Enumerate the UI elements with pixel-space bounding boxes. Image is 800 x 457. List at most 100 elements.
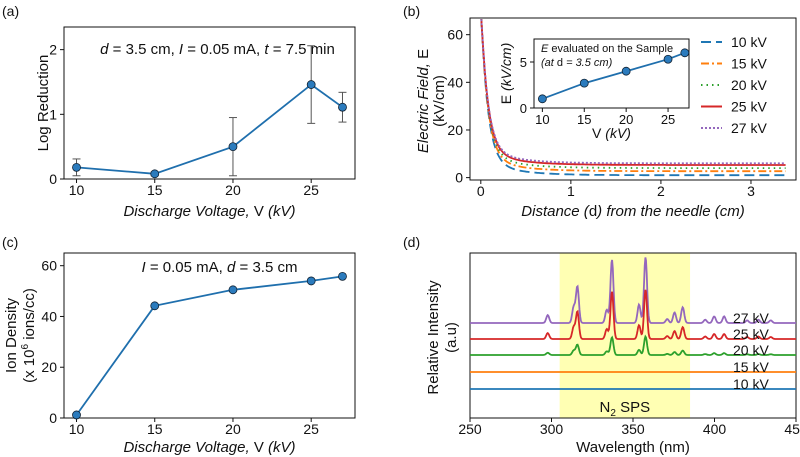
panel-a-xlabel: Discharge Voltage, V (kV) xyxy=(123,203,295,220)
annotation-part: d xyxy=(100,41,109,58)
panel-a-label: (a) xyxy=(2,3,19,19)
panel-b-inset-x-tick-label: 20 xyxy=(619,112,633,127)
panel-d-xlabel: Wavelength (nm) xyxy=(576,439,690,456)
panel-c-label: (c) xyxy=(2,234,18,250)
panel-c-y-tick-label: 40 xyxy=(41,308,57,324)
panel-b-inset-y-tick-label: 5 xyxy=(520,55,527,70)
label-part: Electric Field, xyxy=(415,59,432,153)
panel-a-x-tick-label: 20 xyxy=(225,182,241,198)
panel-b-legend-label: 10 kV xyxy=(731,34,767,50)
panel-a-y-tick-label: 2 xyxy=(49,42,57,58)
label-part: Discharge Voltage, xyxy=(123,203,253,220)
panel-d-label: (d) xyxy=(403,234,420,250)
panel-a-y-tick-label: 0 xyxy=(49,171,57,187)
panel-c-x-tick-label: 25 xyxy=(303,421,319,437)
panel-c-x-tick-label: 15 xyxy=(147,421,163,437)
panel-d-spectrum xyxy=(470,334,796,356)
label-part: d xyxy=(557,57,563,69)
label-part: V xyxy=(254,439,264,456)
panel-b-xlabel: Distance (d) from the needle (cm) xyxy=(521,203,744,220)
label-part: (kV) xyxy=(264,439,296,456)
panel-c-y-tick-label: 0 xyxy=(49,410,57,426)
panel-a-x-tick-label: 25 xyxy=(303,182,319,198)
label-part: E xyxy=(541,43,549,55)
label-part: V xyxy=(592,125,602,141)
panel-d-x-tick-label: 300 xyxy=(540,421,564,437)
panel-b-inset-title-2: (at d = 3.5 cm) xyxy=(541,57,613,69)
panel-a-point xyxy=(306,80,316,89)
panel-a-y-tick-label: 1 xyxy=(49,106,57,122)
panel-a-annotation: d = 3.5 cm, I = 0.05 mA, t = 7.5 min xyxy=(100,41,335,58)
panel-c-ylabel-unit: (x 106 ions/cc) xyxy=(20,288,38,383)
panel-b-curve xyxy=(480,19,786,177)
panel-a-point xyxy=(72,162,81,172)
panel-b-ylabel-unit: (kV/cm) xyxy=(431,75,448,127)
annotation-part: t xyxy=(264,41,269,58)
panel-c-point xyxy=(338,271,347,281)
panel-c-point xyxy=(72,410,81,420)
panel-d-series-label: 15 kV xyxy=(733,359,769,375)
panel-b-legend-label: 20 kV xyxy=(731,77,767,93)
label-part: (x 10 xyxy=(21,350,38,383)
panel-b-inset-xlabel: V (kV) xyxy=(592,125,631,141)
label-part: E xyxy=(415,49,432,59)
panel-d-series-label: 27 kV xyxy=(733,310,769,326)
panel-b-y-tick-label: 40 xyxy=(447,74,463,90)
label-part: Discharge Voltage, xyxy=(123,439,253,456)
panel-a-point xyxy=(338,102,347,112)
panel-b-inset-title-1: E evaluated on the Sample xyxy=(541,43,673,55)
panel-b-inset-point xyxy=(621,66,631,76)
label-part: (kV) xyxy=(264,203,296,220)
panel-a-x-tick-label: 10 xyxy=(69,182,85,198)
panel-b-curve xyxy=(480,19,786,165)
panel-b-inset-y-tick-label: 0 xyxy=(520,101,527,116)
panel-d-series-label: 20 kV xyxy=(733,342,769,358)
panel-c-xlabel: Discharge Voltage, V (kV) xyxy=(123,439,295,456)
annotation-part: = 0.05 mA, xyxy=(146,259,227,276)
annotation-part: = 3.5 cm, xyxy=(108,41,178,58)
panel-b-inset-point xyxy=(537,94,547,104)
panel-b-inset-x-tick-label: 15 xyxy=(577,112,591,127)
panel-b-inset-ylabel: E (kV/cm) xyxy=(498,43,514,104)
label-part: (at xyxy=(541,57,557,69)
panel-c-annotation: I = 0.05 mA, d = 3.5 cm xyxy=(142,259,298,276)
panel-b-x-tick-label: 0 xyxy=(477,183,485,199)
panel-c-x-tick-label: 10 xyxy=(69,421,85,437)
panel-b-inset-point xyxy=(579,78,589,88)
panel-a-point xyxy=(150,169,160,179)
panel-c-point xyxy=(150,301,160,311)
label-part: (kV) xyxy=(601,125,631,141)
panel-b-inset-x-tick-label: 10 xyxy=(535,112,549,127)
panel-b-y-tick-label: 0 xyxy=(455,170,463,186)
label-part: d xyxy=(589,203,597,220)
panel-d-series-label: 25 kV xyxy=(733,326,769,342)
label-part: ions/cc) xyxy=(21,288,38,344)
label-part: = 3.5 cm) xyxy=(563,57,613,69)
panel-b-legend-label: 15 kV xyxy=(731,56,767,72)
panel-d-band-label: N2 SPS xyxy=(600,399,651,419)
annotation-part: = 3.5 cm xyxy=(235,259,297,276)
panel-c-y-tick-label: 20 xyxy=(41,359,57,375)
annotation-part: I xyxy=(142,259,146,276)
label-part: 2 xyxy=(610,408,616,419)
panel-a-frame xyxy=(63,26,356,180)
panel-b-x-tick-label: 2 xyxy=(657,183,665,199)
panel-d-x-tick-label: 350 xyxy=(621,421,645,437)
panel-c-series-line xyxy=(75,275,343,416)
panel-b-inset-frame xyxy=(533,38,690,109)
label-part: ) from the needle (cm) xyxy=(595,203,745,220)
panel-b-y-tick-label: 20 xyxy=(447,122,463,138)
panel-d-x-tick-label: 250 xyxy=(458,421,482,437)
panel-a-point xyxy=(228,142,238,152)
annotation-part: = 0.05 mA, xyxy=(183,41,264,58)
panel-b-y-tick-label: 60 xyxy=(447,27,463,43)
panel-b-inset-point xyxy=(680,48,690,58)
panel-b-x-tick-label: 1 xyxy=(567,183,575,199)
panel-d-x-tick-label: 450 xyxy=(784,421,800,437)
label-part: Distance ( xyxy=(521,203,591,220)
panel-b-frame xyxy=(469,17,797,181)
label-part: N xyxy=(600,399,611,416)
panel-b-x-tick-label: 3 xyxy=(747,183,755,199)
panel-b-ylabel: Electric Field, E xyxy=(415,49,432,153)
